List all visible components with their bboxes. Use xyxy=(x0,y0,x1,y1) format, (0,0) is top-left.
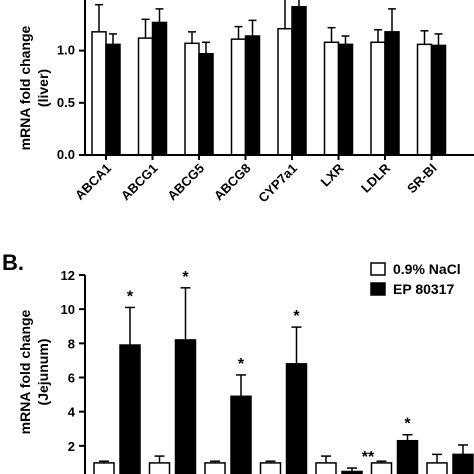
liver-category-label: LXR xyxy=(318,160,347,189)
jejunum-bar-saline xyxy=(315,462,337,474)
jejunum-y-tick-label: 4 xyxy=(68,405,76,420)
jejunum-bar-saline xyxy=(426,462,448,474)
jejunum-bar-saline xyxy=(93,462,115,474)
jejunum-bar-ep xyxy=(285,363,308,474)
liver-bar-ep xyxy=(384,31,400,156)
liver-bar-ep xyxy=(337,43,354,156)
liver-bar-ep xyxy=(151,21,168,156)
liver-bar-ep xyxy=(244,35,261,156)
liver-bar-saline xyxy=(137,37,154,156)
significance-marker: * xyxy=(238,356,245,373)
liver-category-label: ABCG5 xyxy=(164,161,207,204)
jejunum-y-label-line1: mRNA fold change xyxy=(17,309,33,434)
jejunum-y-tick-label: 8 xyxy=(68,336,75,351)
liver-bar-ep xyxy=(430,44,447,156)
liver-category-label: ABCA1 xyxy=(72,161,114,203)
jejunum-y-label-line2: (Jejunum) xyxy=(35,339,51,406)
liver-category-label: CYP7a1 xyxy=(255,161,300,206)
jejunum-bar-ep xyxy=(452,453,474,474)
liver-category-label: ABCG8 xyxy=(211,161,254,204)
liver-bar-saline xyxy=(416,43,433,156)
liver-bar-saline xyxy=(230,38,247,156)
legend-swatch-saline xyxy=(370,262,386,276)
liver-category-label: SR-BI xyxy=(404,161,440,197)
jejunum-bar-saline xyxy=(370,462,393,474)
significance-marker: * xyxy=(404,416,411,433)
legend: 0.9% NaCl EP 80317 xyxy=(370,261,461,297)
jejunum-bar-ep xyxy=(119,344,141,474)
panel-b-letter: B. xyxy=(2,250,24,275)
liver-bar-saline xyxy=(370,41,386,156)
jejunum-y-tick-label: 2 xyxy=(68,439,75,454)
significance-marker: * xyxy=(127,288,134,305)
liver-category-label: ABCG1 xyxy=(118,161,161,204)
liver-y-tick-label: 1.0 xyxy=(57,43,75,58)
liver-bar-saline xyxy=(91,31,107,156)
jejunum-bar-saline xyxy=(259,462,282,474)
jejunum-bar-saline xyxy=(204,462,226,474)
jejunum-bar-saline xyxy=(148,462,171,474)
significance-marker: ** xyxy=(362,449,375,466)
liver-y-label-line2: (liver) xyxy=(35,69,51,107)
jejunum-bar-ep xyxy=(341,470,363,474)
liver-bar-saline xyxy=(323,41,340,156)
liver-y-tick-label: 0.0 xyxy=(57,147,75,162)
jejunum-y-tick-label: 12 xyxy=(61,268,75,283)
liver-panel: 0.0 0.5 1.0 ABCA1 ABCG1 ABCG5 ABCG8 CYP7a1 LXR L… xyxy=(17,0,474,205)
jejunum-y-tick-label: 10 xyxy=(61,302,75,317)
liver-bar-ep xyxy=(291,6,307,156)
liver-y-label-line1: mRNA fold change xyxy=(17,25,33,150)
significance-marker: * xyxy=(293,308,300,325)
liver-bar-saline xyxy=(184,42,200,156)
legend-label-ep: EP 80317 xyxy=(393,281,454,297)
jejunum-bar-ep xyxy=(396,439,419,474)
jejunum-y-tick-label: 6 xyxy=(68,371,75,386)
liver-y-tick-label: 0.5 xyxy=(57,95,75,110)
liver-bar-saline xyxy=(277,27,293,156)
significance-marker: * xyxy=(182,269,189,286)
liver-bar-ep xyxy=(198,53,214,156)
jejunum-bar-ep xyxy=(230,395,252,474)
legend-label-saline: 0.9% NaCl xyxy=(393,261,461,277)
legend-swatch-ep xyxy=(370,282,386,296)
liver-bar-ep xyxy=(105,43,121,156)
liver-category-label: LDLR xyxy=(358,160,394,196)
jejunum-bar-ep xyxy=(174,339,197,474)
